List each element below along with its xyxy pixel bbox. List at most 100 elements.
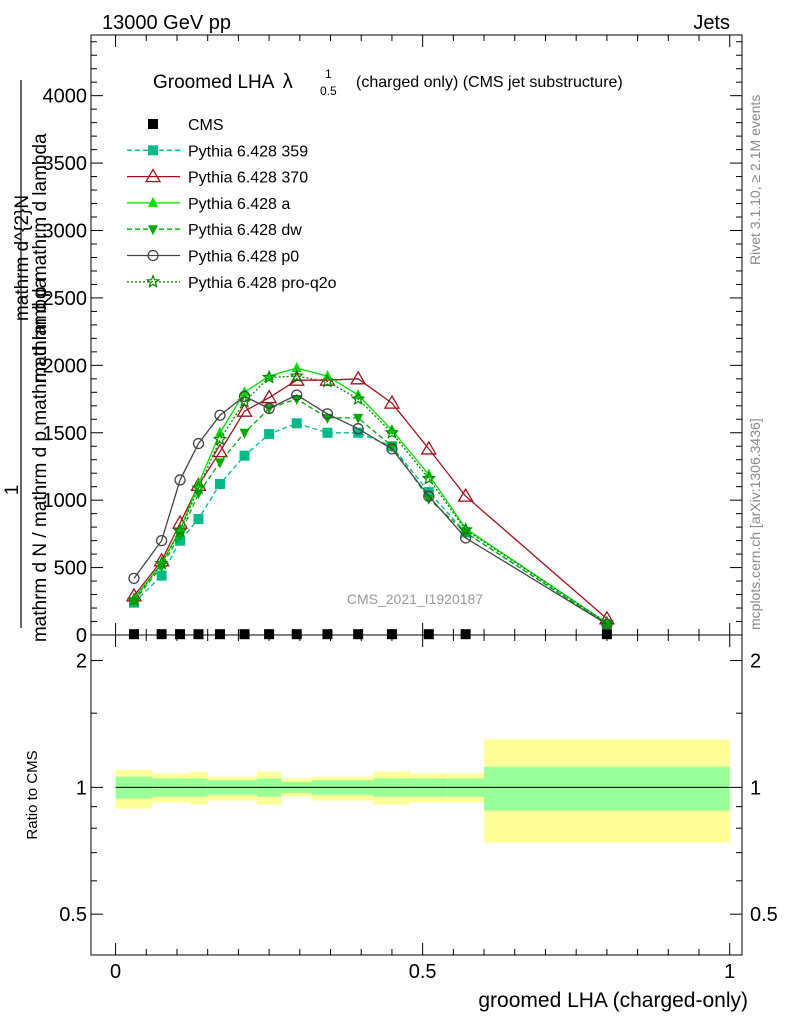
data-point [239, 629, 250, 640]
y-tick-label: 1000 [43, 490, 88, 512]
title-symbol: λ [283, 71, 293, 93]
legend: CMS Pythia 6.428 359 Pythia 6.428 370 Pythi… [127, 117, 337, 292]
data-point [353, 427, 364, 438]
data-point [236, 402, 253, 417]
data-point [321, 408, 334, 420]
y-tick-label: 4000 [43, 86, 88, 108]
y-tick-label: 3500 [43, 153, 88, 175]
data-point [423, 487, 434, 498]
data-point [156, 570, 167, 581]
ratio-y-tick-label: 1 [76, 777, 87, 799]
data-point [192, 437, 205, 450]
series-pythia-6-428-a [128, 362, 612, 627]
x-tick-label: 0 [110, 961, 121, 983]
series-line [133, 394, 608, 625]
data-point [353, 413, 364, 424]
ratio-y-tick-label-right: 2 [750, 651, 761, 673]
data-point [457, 487, 474, 502]
data-point [154, 555, 169, 570]
y-tick-label: 2500 [43, 288, 88, 310]
data-point [261, 369, 277, 384]
data-point [214, 409, 226, 421]
series-line [133, 375, 608, 624]
ratio-y-tick-label-right: 0.5 [750, 904, 778, 926]
ratio-y-axis-ticks: 0.5 0.5 1 1 2 2 [59, 651, 778, 927]
legend-marker [147, 249, 159, 262]
ratio-uncertainty-bands [115, 739, 730, 843]
legend-label: Pythia 6.428 pro-q2o [188, 275, 337, 292]
legend-item: Pythia 6.428 359 [127, 143, 308, 160]
y-tick-label: 0 [76, 625, 87, 647]
legend-item: Pythia 6.428 dw [127, 222, 302, 239]
data-point [350, 391, 366, 406]
title-sub: 0.5 [320, 84, 337, 98]
ratio-y-tick-label: 0.5 [59, 904, 87, 926]
plot-title: Groomed LHA λ 1 0.5 (charged only) (CMS … [153, 67, 623, 98]
data-point [264, 429, 275, 440]
y-tick-label: 2000 [43, 355, 88, 377]
data-point [239, 450, 250, 461]
ratio-y-tick-label-right: 1 [750, 777, 761, 799]
data-point [291, 389, 303, 401]
ratio-y-axis-label: Ratio to CMS [24, 750, 41, 839]
data-point [175, 629, 186, 640]
x-tick-label: 1 [724, 961, 735, 983]
data-point [322, 427, 333, 438]
legend-marker [148, 145, 158, 156]
data-point [237, 394, 252, 408]
legend-marker [148, 196, 158, 207]
data-point [212, 431, 228, 446]
y-axis-label: mathrm d^{2}N mathrm d p mathrm d lambda… [2, 80, 51, 642]
data-point [386, 443, 398, 455]
data-point [384, 425, 400, 439]
data-point [353, 629, 364, 640]
data-point [291, 362, 302, 373]
x-tick-label: 0.5 [409, 961, 437, 983]
ratio-plot-frame [90, 634, 743, 956]
legend-marker [148, 119, 158, 129]
data-point [156, 629, 167, 640]
data-point [421, 470, 437, 485]
data-point [128, 629, 139, 640]
data-point [214, 458, 225, 469]
y-tick-label: 3000 [43, 221, 88, 243]
data-point [172, 523, 188, 538]
data-point [264, 629, 275, 640]
title-sup: 1 [325, 67, 332, 81]
analysis-watermark: CMS_2021_I1920187 [347, 591, 483, 607]
data-point [460, 629, 471, 640]
ylabel-line-2: mathrm d p mathrm d lambda [30, 133, 51, 383]
legend-marker [148, 225, 158, 236]
data-point [383, 394, 401, 409]
data-point [599, 615, 615, 630]
data-point [423, 629, 434, 640]
legend-label: CMS [188, 117, 224, 134]
data-point [214, 426, 225, 437]
data-point [386, 424, 397, 435]
data-point [291, 418, 302, 429]
data-point [214, 629, 225, 640]
svg-text:Groomed LHA λ: Groomed LHA λ [153, 71, 293, 93]
ylabel-line-3: 1 [2, 485, 23, 496]
data-point [193, 629, 204, 640]
data-point [352, 423, 364, 435]
header-collision: 13000 GeV pp [102, 12, 231, 34]
data-point [423, 490, 435, 502]
data-point [128, 572, 140, 585]
mcplots-label: mcplots.cern.ch [arXiv:1306.3436] [747, 418, 763, 630]
data-point [211, 443, 229, 458]
data-point [350, 370, 367, 385]
ratio-y-tick-label: 2 [76, 651, 87, 673]
title-main: Groomed LHA [153, 72, 275, 93]
series-line [133, 398, 608, 625]
data-point [126, 592, 142, 607]
legend-label: Pythia 6.428 370 [188, 170, 308, 187]
data-point [322, 629, 333, 640]
legend-item: Pythia 6.428 a [127, 196, 290, 213]
data-point [420, 440, 437, 455]
legend-item: Pythia 6.428 p0 [127, 249, 299, 266]
data-point [423, 494, 434, 505]
legend-label: Pythia 6.428 a [188, 196, 290, 213]
data-point [291, 629, 302, 640]
